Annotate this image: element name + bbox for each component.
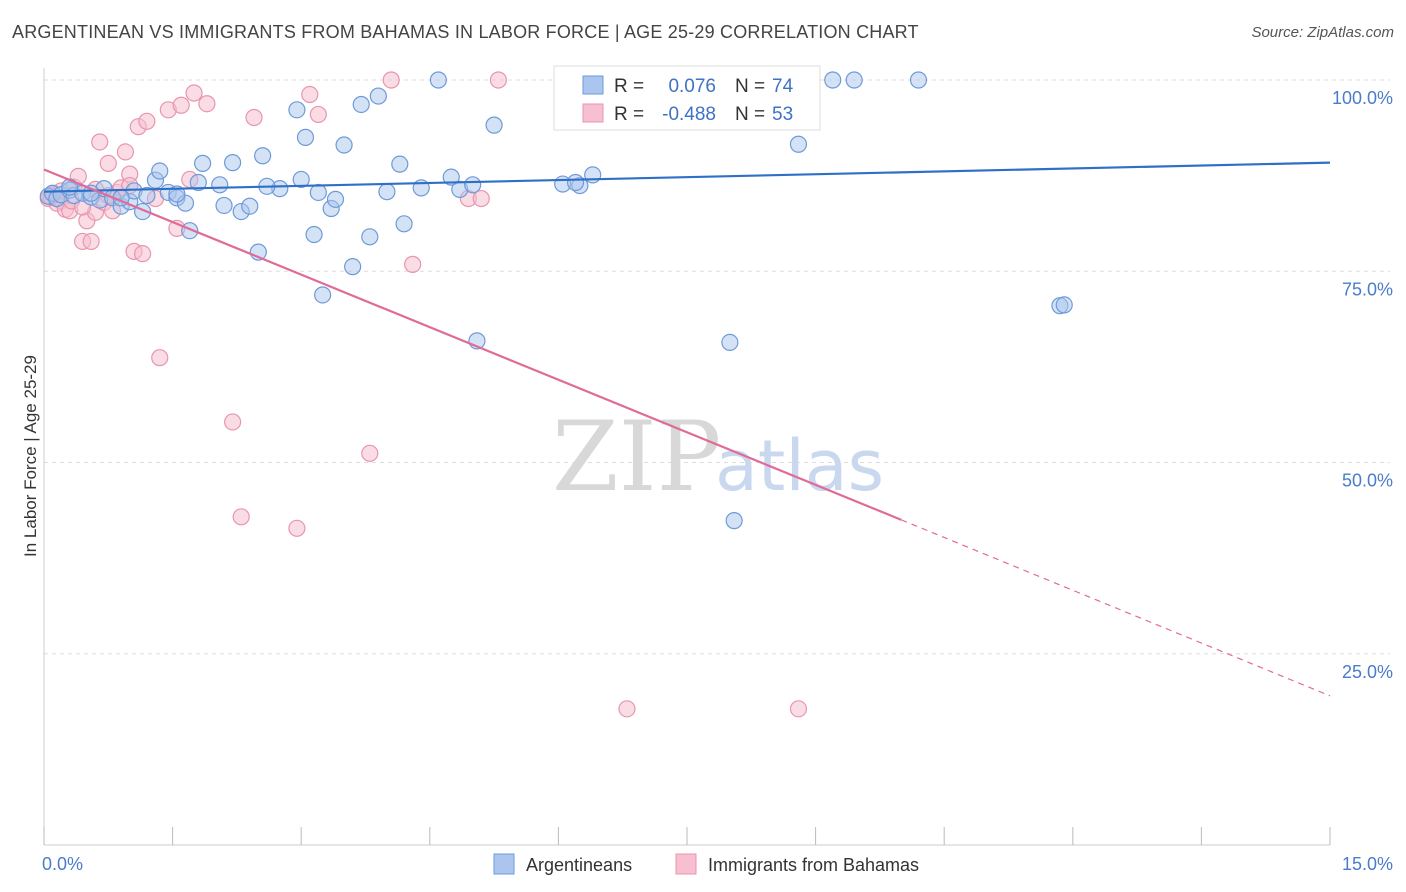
correlation-legend: R = 0.076 N = 74 R = -0.488 N = 53	[553, 65, 821, 131]
data-point-argentineans	[566, 173, 585, 192]
y-tick-label: 100.0%	[1332, 88, 1393, 108]
data-point-bahamas	[224, 413, 242, 431]
legend-swatch-blue	[582, 75, 604, 95]
source-label: Source: ZipAtlas.com	[1251, 24, 1394, 41]
series-legend-label-argentineans: Argentineans	[526, 855, 632, 875]
data-point-argentineans	[314, 286, 332, 304]
x-tick-label: 0.0%	[42, 854, 83, 874]
data-point-bahamas	[301, 85, 319, 104]
data-point-argentineans	[288, 101, 306, 119]
data-point-bahamas	[138, 112, 156, 130]
data-point-argentineans	[138, 186, 156, 205]
y-tick-label: 75.0%	[1342, 279, 1393, 299]
data-point-argentineans	[344, 258, 362, 276]
data-point-argentineans	[824, 71, 842, 89]
data-point-bahamas	[472, 189, 490, 208]
legend-r-label-1: R =	[614, 76, 644, 97]
data-point-argentineans	[168, 185, 186, 203]
legend-r-value-2: -0.488	[662, 104, 716, 125]
legend-r-value-1: 0.076	[668, 76, 716, 97]
gridlines	[44, 79, 1390, 655]
y-tick-label: 25.0%	[1342, 662, 1393, 682]
data-point-argentineans	[326, 190, 345, 208]
legend-n-label-2: N =	[735, 104, 765, 125]
data-point-argentineans	[215, 196, 233, 215]
data-point-bahamas	[288, 519, 306, 537]
data-point-bahamas	[361, 444, 379, 462]
trend-line-argentineans	[43, 161, 1331, 193]
watermark-atlas: atlas	[715, 425, 884, 507]
legend-n-value-2: 53	[772, 104, 793, 125]
x-tick-labels: 0.0% 15.0%	[42, 854, 1393, 874]
data-point-bahamas	[99, 154, 117, 172]
data-point-argentineans	[395, 215, 413, 233]
trend-lines	[43, 161, 1331, 697]
data-point-argentineans	[725, 512, 743, 530]
chart-title: ARGENTINEAN VS IMMIGRANTS FROM BAHAMAS I…	[12, 22, 919, 42]
data-point-argentineans	[151, 162, 169, 180]
data-point-bahamas	[309, 105, 327, 124]
legend-r-label-2: R =	[614, 104, 644, 125]
series-legend-swatch-bahamas	[675, 853, 697, 875]
data-point-argentineans	[1055, 296, 1073, 314]
data-point-bahamas	[245, 108, 263, 127]
data-point-bahamas	[116, 143, 135, 161]
data-point-argentineans	[194, 154, 212, 172]
data-point-argentineans	[485, 116, 503, 134]
x-ticks	[43, 827, 1331, 845]
data-point-argentineans	[721, 333, 739, 351]
data-point-argentineans	[305, 225, 323, 244]
data-point-argentineans	[391, 155, 409, 173]
y-tick-labels: 25.0% 50.0% 75.0% 100.0%	[1332, 88, 1393, 682]
data-point-argentineans	[352, 95, 370, 114]
data-point-bahamas	[789, 700, 808, 718]
series-legend: Argentineans Immigrants from Bahamas	[493, 853, 919, 875]
watermark: ZIP atlas	[552, 401, 884, 513]
y-tick-label: 50.0%	[1342, 471, 1393, 491]
data-point-bahamas	[382, 71, 400, 89]
data-point-argentineans	[335, 136, 353, 154]
data-point-argentineans	[296, 128, 315, 146]
data-point-argentineans	[378, 183, 396, 201]
legend-n-value-1: 74	[772, 76, 794, 97]
x-tick-label: 15.0%	[1342, 854, 1393, 874]
data-point-argentineans	[292, 170, 310, 189]
trend-line-bahamas-extension	[901, 519, 1331, 697]
y-axis-label: In Labor Force | Age 25-29	[21, 355, 40, 557]
data-point-bahamas	[404, 255, 422, 273]
data-point-bahamas	[172, 96, 190, 114]
data-point-argentineans	[241, 197, 259, 215]
data-point-argentineans	[789, 135, 808, 153]
series-legend-label-bahamas: Immigrants from Bahamas	[708, 855, 919, 875]
data-point-bahamas	[618, 700, 636, 718]
data-point-bahamas	[185, 84, 203, 102]
data-point-argentineans	[369, 87, 387, 105]
data-point-argentineans	[224, 154, 242, 172]
data-point-bahamas	[91, 133, 109, 151]
data-point-argentineans	[361, 228, 379, 246]
data-point-bahamas	[133, 245, 152, 263]
data-point-argentineans	[309, 183, 327, 202]
data-point-bahamas	[82, 232, 100, 251]
data-point-argentineans	[189, 173, 207, 192]
data-point-argentineans	[845, 71, 863, 89]
series-legend-swatch-argentineans	[493, 853, 515, 875]
data-point-argentineans	[909, 71, 928, 89]
data-point-argentineans	[254, 147, 272, 165]
data-point-bahamas	[232, 508, 250, 526]
data-point-argentineans	[464, 176, 482, 194]
data-point-bahamas	[489, 71, 507, 89]
data-point-bahamas	[151, 349, 169, 367]
watermark-zip: ZIP	[552, 401, 721, 513]
series-argentineans	[39, 71, 1073, 530]
legend-n-label-1: N =	[735, 76, 765, 97]
data-point-argentineans	[442, 168, 460, 186]
data-point-bahamas	[198, 95, 216, 113]
legend-swatch-pink	[582, 103, 604, 123]
data-point-argentineans	[429, 71, 447, 89]
data-point-argentineans	[211, 176, 229, 194]
trend-line-bahamas	[43, 168, 902, 521]
